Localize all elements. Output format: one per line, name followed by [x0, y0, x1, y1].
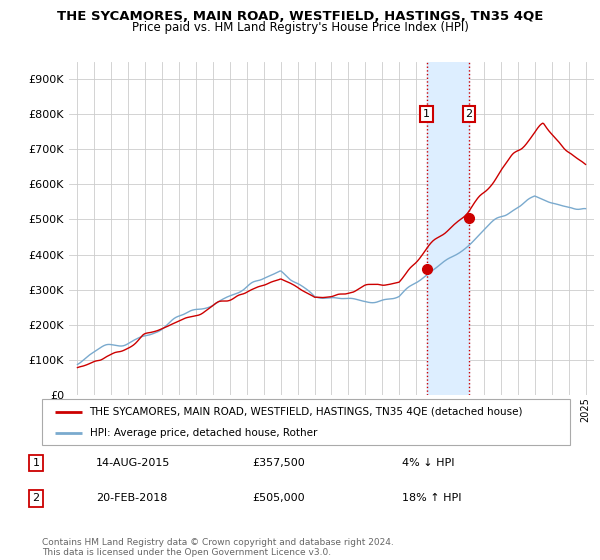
Text: 1: 1 [423, 109, 430, 119]
Text: THE SYCAMORES, MAIN ROAD, WESTFIELD, HASTINGS, TN35 4QE (detached house): THE SYCAMORES, MAIN ROAD, WESTFIELD, HAS… [89, 407, 523, 417]
Text: 20-FEB-2018: 20-FEB-2018 [96, 493, 167, 503]
Text: 14-AUG-2015: 14-AUG-2015 [96, 458, 170, 468]
Text: Price paid vs. HM Land Registry's House Price Index (HPI): Price paid vs. HM Land Registry's House … [131, 21, 469, 34]
Text: £505,000: £505,000 [252, 493, 305, 503]
Text: THE SYCAMORES, MAIN ROAD, WESTFIELD, HASTINGS, TN35 4QE: THE SYCAMORES, MAIN ROAD, WESTFIELD, HAS… [57, 10, 543, 23]
Bar [427, 62, 469, 395]
Text: 1: 1 [32, 458, 40, 468]
Text: £357,500: £357,500 [252, 458, 305, 468]
Text: 18% ↑ HPI: 18% ↑ HPI [402, 493, 461, 503]
Text: 4% ↓ HPI: 4% ↓ HPI [402, 458, 455, 468]
Text: 2: 2 [32, 493, 40, 503]
Text: HPI: Average price, detached house, Rother: HPI: Average price, detached house, Roth… [89, 428, 317, 438]
Text: 2: 2 [466, 109, 473, 119]
Text: Contains HM Land Registry data © Crown copyright and database right 2024.
This d: Contains HM Land Registry data © Crown c… [42, 538, 394, 557]
